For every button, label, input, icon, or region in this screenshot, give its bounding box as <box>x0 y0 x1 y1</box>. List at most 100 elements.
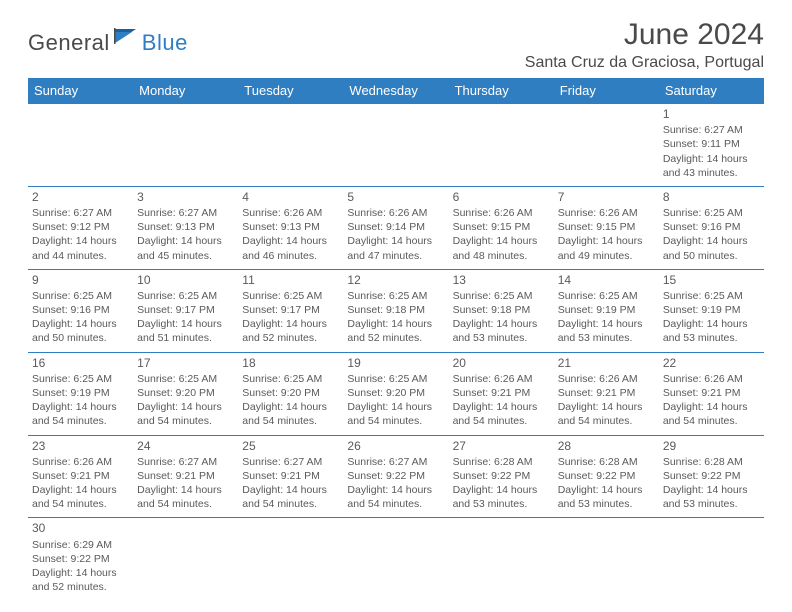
day-info-line: Sunrise: 6:25 AM <box>242 289 339 303</box>
calendar-cell: 26Sunrise: 6:27 AMSunset: 9:22 PMDayligh… <box>343 435 448 518</box>
day-info-line: Sunrise: 6:26 AM <box>663 372 760 386</box>
day-info-line: Sunset: 9:18 PM <box>453 303 550 317</box>
weekday-header: Saturday <box>659 78 764 104</box>
day-info-line: Sunrise: 6:25 AM <box>663 206 760 220</box>
day-info-line: Daylight: 14 hours <box>137 483 234 497</box>
calendar-cell: 1Sunrise: 6:27 AMSunset: 9:11 PMDaylight… <box>659 104 764 187</box>
day-info-line: and 47 minutes. <box>347 249 444 263</box>
calendar-cell: 17Sunrise: 6:25 AMSunset: 9:20 PMDayligh… <box>133 352 238 435</box>
day-info-line: and 54 minutes. <box>453 414 550 428</box>
calendar-cell <box>238 518 343 600</box>
day-info-line: Sunset: 9:17 PM <box>137 303 234 317</box>
calendar-cell <box>554 518 659 600</box>
day-info-line: Sunset: 9:12 PM <box>32 220 129 234</box>
day-number: 2 <box>32 189 129 205</box>
calendar-cell: 19Sunrise: 6:25 AMSunset: 9:20 PMDayligh… <box>343 352 448 435</box>
calendar-row: 30Sunrise: 6:29 AMSunset: 9:22 PMDayligh… <box>28 518 764 600</box>
day-info-line: Daylight: 14 hours <box>453 483 550 497</box>
day-info-line: and 54 minutes. <box>347 497 444 511</box>
calendar-cell: 12Sunrise: 6:25 AMSunset: 9:18 PMDayligh… <box>343 269 448 352</box>
calendar-cell <box>449 518 554 600</box>
day-info-line: Sunrise: 6:25 AM <box>558 289 655 303</box>
logo-text-blue: Blue <box>142 30 188 56</box>
day-info-line: Sunrise: 6:25 AM <box>32 372 129 386</box>
day-info-line: Daylight: 14 hours <box>453 400 550 414</box>
day-info-line: Sunset: 9:18 PM <box>347 303 444 317</box>
day-info-line: Sunset: 9:13 PM <box>137 220 234 234</box>
day-info-line: Sunrise: 6:26 AM <box>558 206 655 220</box>
day-info-line: Daylight: 14 hours <box>663 152 760 166</box>
day-info-line: and 53 minutes. <box>453 331 550 345</box>
day-info-line: Daylight: 14 hours <box>32 317 129 331</box>
day-info-line: Sunrise: 6:25 AM <box>242 372 339 386</box>
day-number: 27 <box>453 438 550 454</box>
day-info-line: Daylight: 14 hours <box>32 566 129 580</box>
day-info-line: Daylight: 14 hours <box>242 483 339 497</box>
calendar-cell: 29Sunrise: 6:28 AMSunset: 9:22 PMDayligh… <box>659 435 764 518</box>
day-number: 3 <box>137 189 234 205</box>
day-info-line: and 48 minutes. <box>453 249 550 263</box>
day-info-line: Sunrise: 6:25 AM <box>453 289 550 303</box>
day-info-line: and 53 minutes. <box>558 331 655 345</box>
day-info-line: Sunset: 9:20 PM <box>137 386 234 400</box>
calendar-cell <box>659 518 764 600</box>
day-info-line: Sunrise: 6:26 AM <box>242 206 339 220</box>
day-info-line: and 52 minutes. <box>32 580 129 594</box>
day-info-line: and 51 minutes. <box>137 331 234 345</box>
day-info-line: Sunrise: 6:26 AM <box>347 206 444 220</box>
day-info-line: and 54 minutes. <box>347 414 444 428</box>
day-info-line: Daylight: 14 hours <box>558 400 655 414</box>
day-info-line: Daylight: 14 hours <box>558 317 655 331</box>
calendar-cell: 28Sunrise: 6:28 AMSunset: 9:22 PMDayligh… <box>554 435 659 518</box>
calendar-cell: 22Sunrise: 6:26 AMSunset: 9:21 PMDayligh… <box>659 352 764 435</box>
calendar-cell: 21Sunrise: 6:26 AMSunset: 9:21 PMDayligh… <box>554 352 659 435</box>
day-number: 24 <box>137 438 234 454</box>
day-info-line: and 53 minutes. <box>558 497 655 511</box>
calendar-row: 2Sunrise: 6:27 AMSunset: 9:12 PMDaylight… <box>28 186 764 269</box>
day-number: 17 <box>137 355 234 371</box>
day-info-line: Sunset: 9:22 PM <box>663 469 760 483</box>
calendar-table: SundayMondayTuesdayWednesdayThursdayFrid… <box>28 78 764 600</box>
day-info-line: Daylight: 14 hours <box>347 400 444 414</box>
calendar-cell: 8Sunrise: 6:25 AMSunset: 9:16 PMDaylight… <box>659 186 764 269</box>
day-info-line: and 53 minutes. <box>453 497 550 511</box>
day-info-line: Sunrise: 6:27 AM <box>242 455 339 469</box>
calendar-cell <box>554 104 659 187</box>
day-info-line: Sunrise: 6:27 AM <box>347 455 444 469</box>
day-number: 15 <box>663 272 760 288</box>
day-info-line: Sunset: 9:14 PM <box>347 220 444 234</box>
title-block: June 2024 Santa Cruz da Graciosa, Portug… <box>525 18 764 72</box>
day-number: 4 <box>242 189 339 205</box>
day-info-line: Sunrise: 6:26 AM <box>453 372 550 386</box>
day-info-line: Daylight: 14 hours <box>32 400 129 414</box>
day-info-line: Sunrise: 6:26 AM <box>32 455 129 469</box>
calendar-cell: 15Sunrise: 6:25 AMSunset: 9:19 PMDayligh… <box>659 269 764 352</box>
day-number: 11 <box>242 272 339 288</box>
day-number: 19 <box>347 355 444 371</box>
logo: General Blue <box>28 26 188 59</box>
day-info-line: and 49 minutes. <box>558 249 655 263</box>
day-info-line: and 54 minutes. <box>242 414 339 428</box>
calendar-cell: 16Sunrise: 6:25 AMSunset: 9:19 PMDayligh… <box>28 352 133 435</box>
calendar-cell: 24Sunrise: 6:27 AMSunset: 9:21 PMDayligh… <box>133 435 238 518</box>
day-number: 7 <box>558 189 655 205</box>
calendar-cell: 7Sunrise: 6:26 AMSunset: 9:15 PMDaylight… <box>554 186 659 269</box>
day-info-line: Sunrise: 6:28 AM <box>558 455 655 469</box>
day-info-line: Sunset: 9:22 PM <box>453 469 550 483</box>
day-info-line: Daylight: 14 hours <box>137 400 234 414</box>
logo-text-dark: General <box>28 30 110 56</box>
day-info-line: Sunset: 9:15 PM <box>453 220 550 234</box>
day-info-line: Sunrise: 6:25 AM <box>347 372 444 386</box>
day-info-line: Daylight: 14 hours <box>347 234 444 248</box>
day-info-line: and 44 minutes. <box>32 249 129 263</box>
weekday-header: Wednesday <box>343 78 448 104</box>
calendar-cell: 11Sunrise: 6:25 AMSunset: 9:17 PMDayligh… <box>238 269 343 352</box>
day-number: 9 <box>32 272 129 288</box>
day-number: 10 <box>137 272 234 288</box>
page-title: June 2024 <box>525 18 764 52</box>
day-info-line: Daylight: 14 hours <box>242 317 339 331</box>
calendar-cell: 18Sunrise: 6:25 AMSunset: 9:20 PMDayligh… <box>238 352 343 435</box>
day-info-line: Sunset: 9:15 PM <box>558 220 655 234</box>
calendar-cell: 5Sunrise: 6:26 AMSunset: 9:14 PMDaylight… <box>343 186 448 269</box>
calendar-cell <box>238 104 343 187</box>
